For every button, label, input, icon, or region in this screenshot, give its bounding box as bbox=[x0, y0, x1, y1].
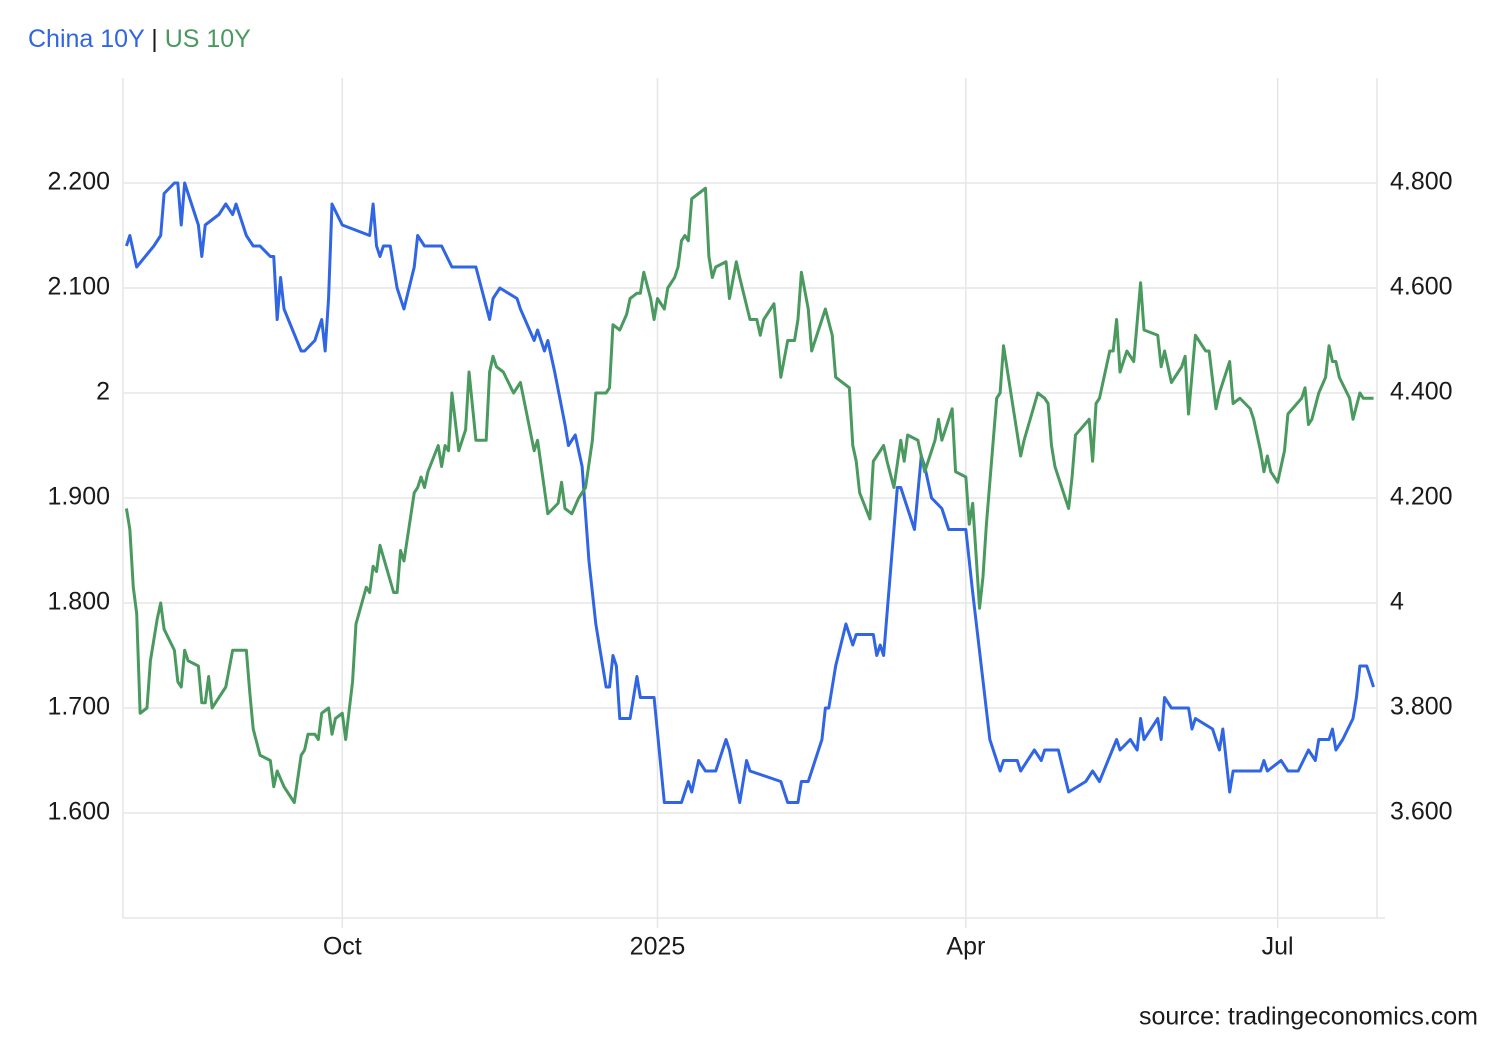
y2-tick-label: 4.400 bbox=[1390, 378, 1453, 406]
y2-tick-label: 4.800 bbox=[1390, 168, 1453, 196]
y-tick-label: 1.700 bbox=[47, 693, 110, 721]
y-tick-label: 2.200 bbox=[47, 168, 110, 196]
chart-title: China 10Y | US 10Y bbox=[28, 25, 251, 53]
source-note: source: tradingeconomics.com bbox=[1139, 1003, 1478, 1031]
y2-tick-label: 4 bbox=[1390, 588, 1404, 616]
x-tick-label: Apr bbox=[946, 933, 985, 961]
y2-tick-label: 3.600 bbox=[1390, 798, 1453, 826]
legend-entry: China 10Y bbox=[28, 25, 145, 53]
data-line bbox=[124, 186, 1374, 804]
legend-entry: US 10Y bbox=[165, 25, 251, 53]
y2-tick-label: 4.200 bbox=[1390, 483, 1453, 511]
y-tick-label: 1.800 bbox=[47, 588, 110, 616]
y-tick-label: 2.100 bbox=[47, 273, 110, 301]
legend-separator: | bbox=[151, 25, 158, 53]
x-tick-label: Oct bbox=[323, 933, 362, 961]
y-tick-label: 1.900 bbox=[47, 483, 110, 511]
y2-tick-label: 3.800 bbox=[1390, 693, 1453, 721]
x-tick-label: 2025 bbox=[630, 933, 686, 961]
y2-tick-label: 4.600 bbox=[1390, 273, 1453, 301]
x-tick-label: Jul bbox=[1262, 933, 1294, 961]
data-line bbox=[125, 181, 1375, 804]
y-tick-label: 2 bbox=[96, 378, 110, 406]
y-tick-label: 1.600 bbox=[47, 798, 110, 826]
